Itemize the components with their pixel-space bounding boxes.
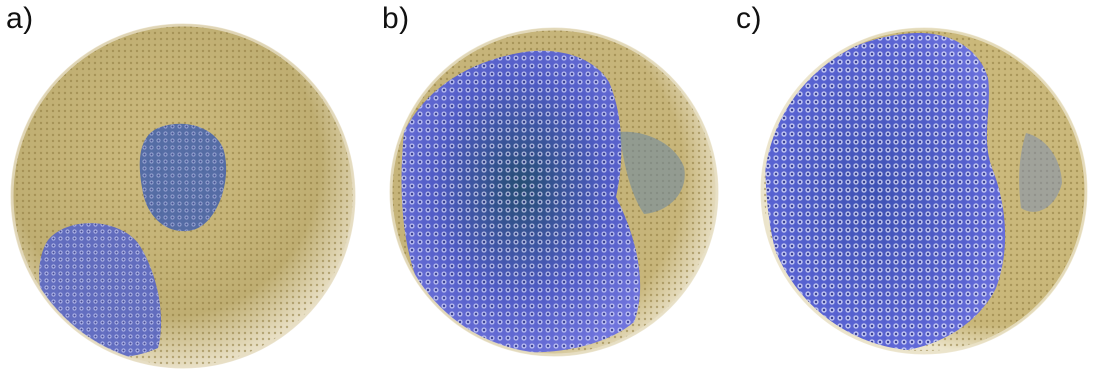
panel-a: a) (0, 0, 364, 380)
panel-b: b) (364, 0, 728, 380)
panel-label-c: c) (736, 2, 762, 35)
blue-region-minor (619, 131, 685, 214)
sphere-c (756, 18, 1092, 364)
sphere-c-image (760, 27, 1088, 355)
blue-region-minor-c (1019, 133, 1062, 212)
sphere-a-image (10, 23, 356, 369)
panel-c: c) (728, 0, 1093, 380)
panel-label-a: a) (6, 2, 34, 35)
panel-label-b: b) (382, 2, 410, 35)
sphere-b-image (389, 27, 719, 357)
sphere-a (8, 18, 358, 374)
sphere-b (384, 22, 724, 362)
